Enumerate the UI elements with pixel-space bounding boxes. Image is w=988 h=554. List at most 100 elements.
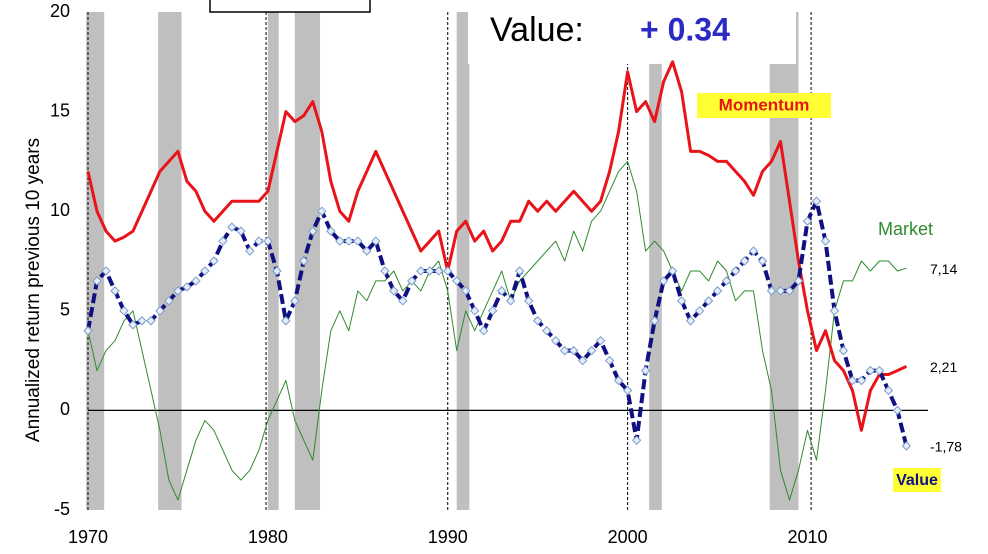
point-marker xyxy=(326,226,336,236)
series-label: Market xyxy=(878,219,933,239)
point-marker xyxy=(541,326,552,336)
point-marker xyxy=(586,345,597,356)
point-marker xyxy=(101,266,111,276)
recession-band xyxy=(769,12,799,510)
y-tick-label: 10 xyxy=(50,200,70,220)
point-marker xyxy=(829,306,840,316)
point-marker xyxy=(155,306,165,316)
point-marker xyxy=(559,345,570,356)
point-marker xyxy=(272,266,282,276)
point-marker xyxy=(344,236,354,246)
point-marker xyxy=(883,385,894,396)
point-marker xyxy=(371,236,381,246)
point-marker xyxy=(793,276,804,286)
recession-band xyxy=(158,12,182,510)
point-marker xyxy=(173,286,183,296)
point-marker xyxy=(146,316,156,326)
point-marker xyxy=(83,326,93,336)
point-marker xyxy=(461,286,471,296)
point-marker xyxy=(380,266,390,276)
point-marker xyxy=(407,276,417,286)
y-axis-label: Annualized return previous 10 years xyxy=(23,138,44,442)
recession-band xyxy=(456,12,470,510)
point-marker xyxy=(182,282,192,292)
x-tick-label: 2000 xyxy=(608,527,648,547)
point-marker xyxy=(290,296,300,306)
point-marker xyxy=(757,256,768,266)
point-marker xyxy=(245,246,255,256)
point-marker xyxy=(398,296,408,306)
point-marker xyxy=(227,222,237,232)
point-marker xyxy=(784,286,795,296)
label-highlight xyxy=(697,93,831,118)
point-marker xyxy=(703,296,714,306)
point-marker xyxy=(739,256,750,266)
point-marker xyxy=(523,296,534,306)
y-tick-label: 5 xyxy=(60,300,70,320)
point-marker xyxy=(595,335,606,346)
end-value-label: 2,21 xyxy=(930,359,957,375)
point-marker xyxy=(694,306,705,316)
point-marker xyxy=(353,236,363,246)
point-marker xyxy=(568,345,579,356)
x-tick-label: 2010 xyxy=(787,527,827,547)
point-marker xyxy=(470,306,480,316)
annotation-value: + 0.34 xyxy=(640,11,730,47)
annotation-box xyxy=(468,0,796,64)
point-marker xyxy=(838,345,849,356)
point-marker xyxy=(685,316,696,326)
point-marker xyxy=(748,246,759,256)
point-marker xyxy=(712,286,723,296)
point-marker xyxy=(658,276,669,286)
point-marker xyxy=(317,206,327,216)
top-box xyxy=(209,0,371,13)
point-marker xyxy=(820,236,831,246)
point-marker xyxy=(766,286,777,296)
point-marker xyxy=(550,335,561,346)
point-marker xyxy=(865,365,876,376)
point-marker xyxy=(721,276,732,286)
x-tick-label: 1980 xyxy=(248,527,288,547)
point-marker xyxy=(335,236,345,246)
point-marker xyxy=(811,196,822,206)
point-marker xyxy=(416,266,426,276)
series-line xyxy=(87,160,907,501)
point-marker xyxy=(892,405,903,416)
point-marker xyxy=(443,266,453,276)
y-tick-label: -5 xyxy=(54,499,70,519)
point-marker xyxy=(676,296,687,306)
point-marker xyxy=(119,306,129,316)
end-value-label: 7,14 xyxy=(930,261,957,277)
annotation-label: Value: xyxy=(490,11,584,49)
point-marker xyxy=(308,226,318,236)
point-marker xyxy=(496,286,507,296)
series-label: Value xyxy=(896,472,938,489)
point-marker xyxy=(452,276,462,286)
point-marker xyxy=(730,266,741,276)
series-label: Momentum xyxy=(719,95,810,114)
point-marker xyxy=(802,216,813,226)
point-marker xyxy=(856,375,867,386)
point-marker xyxy=(425,266,435,276)
point-marker xyxy=(164,296,174,306)
point-marker xyxy=(299,256,309,266)
point-marker xyxy=(577,355,588,366)
point-marker xyxy=(434,266,444,276)
point-marker xyxy=(649,316,660,326)
point-marker xyxy=(281,316,291,326)
x-tick-label: 1970 xyxy=(68,527,108,547)
point-marker xyxy=(631,435,642,445)
point-marker xyxy=(110,286,120,296)
point-marker xyxy=(254,236,264,246)
y-tick-label: 20 xyxy=(50,1,70,21)
point-marker xyxy=(613,375,624,386)
point-marker xyxy=(389,286,399,296)
point-marker xyxy=(263,236,273,246)
point-marker xyxy=(604,355,615,366)
recession-band xyxy=(86,12,105,510)
point-marker xyxy=(92,276,102,286)
point-marker xyxy=(200,266,210,276)
point-marker xyxy=(362,246,372,256)
y-tick-label: 15 xyxy=(50,100,70,120)
point-marker xyxy=(505,296,516,306)
